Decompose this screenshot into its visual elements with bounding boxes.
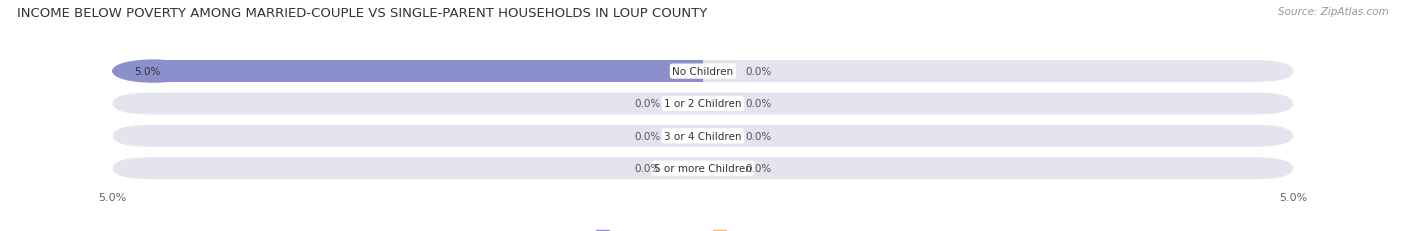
Text: 1 or 2 Children: 1 or 2 Children bbox=[664, 99, 742, 109]
Text: 0.0%: 0.0% bbox=[745, 99, 772, 109]
Text: INCOME BELOW POVERTY AMONG MARRIED-COUPLE VS SINGLE-PARENT HOUSEHOLDS IN LOUP CO: INCOME BELOW POVERTY AMONG MARRIED-COUPL… bbox=[17, 7, 707, 20]
Text: 0.0%: 0.0% bbox=[745, 131, 772, 141]
Text: 0.0%: 0.0% bbox=[634, 131, 661, 141]
Text: 5.0%: 5.0% bbox=[134, 67, 160, 77]
Text: 0.0%: 0.0% bbox=[745, 67, 772, 77]
Text: Source: ZipAtlas.com: Source: ZipAtlas.com bbox=[1278, 7, 1389, 17]
Text: 0.0%: 0.0% bbox=[745, 164, 772, 173]
FancyBboxPatch shape bbox=[112, 125, 1294, 147]
FancyBboxPatch shape bbox=[112, 61, 1294, 83]
Text: 5 or more Children: 5 or more Children bbox=[654, 164, 752, 173]
Legend: Married Couples, Single Parents: Married Couples, Single Parents bbox=[592, 225, 814, 231]
Text: 0.0%: 0.0% bbox=[634, 99, 661, 109]
Bar bbox=[153, 61, 703, 83]
Circle shape bbox=[112, 61, 193, 83]
Text: No Children: No Children bbox=[672, 67, 734, 77]
Text: 0.0%: 0.0% bbox=[634, 164, 661, 173]
Text: 3 or 4 Children: 3 or 4 Children bbox=[664, 131, 742, 141]
FancyBboxPatch shape bbox=[112, 93, 1294, 115]
FancyBboxPatch shape bbox=[112, 158, 1294, 179]
